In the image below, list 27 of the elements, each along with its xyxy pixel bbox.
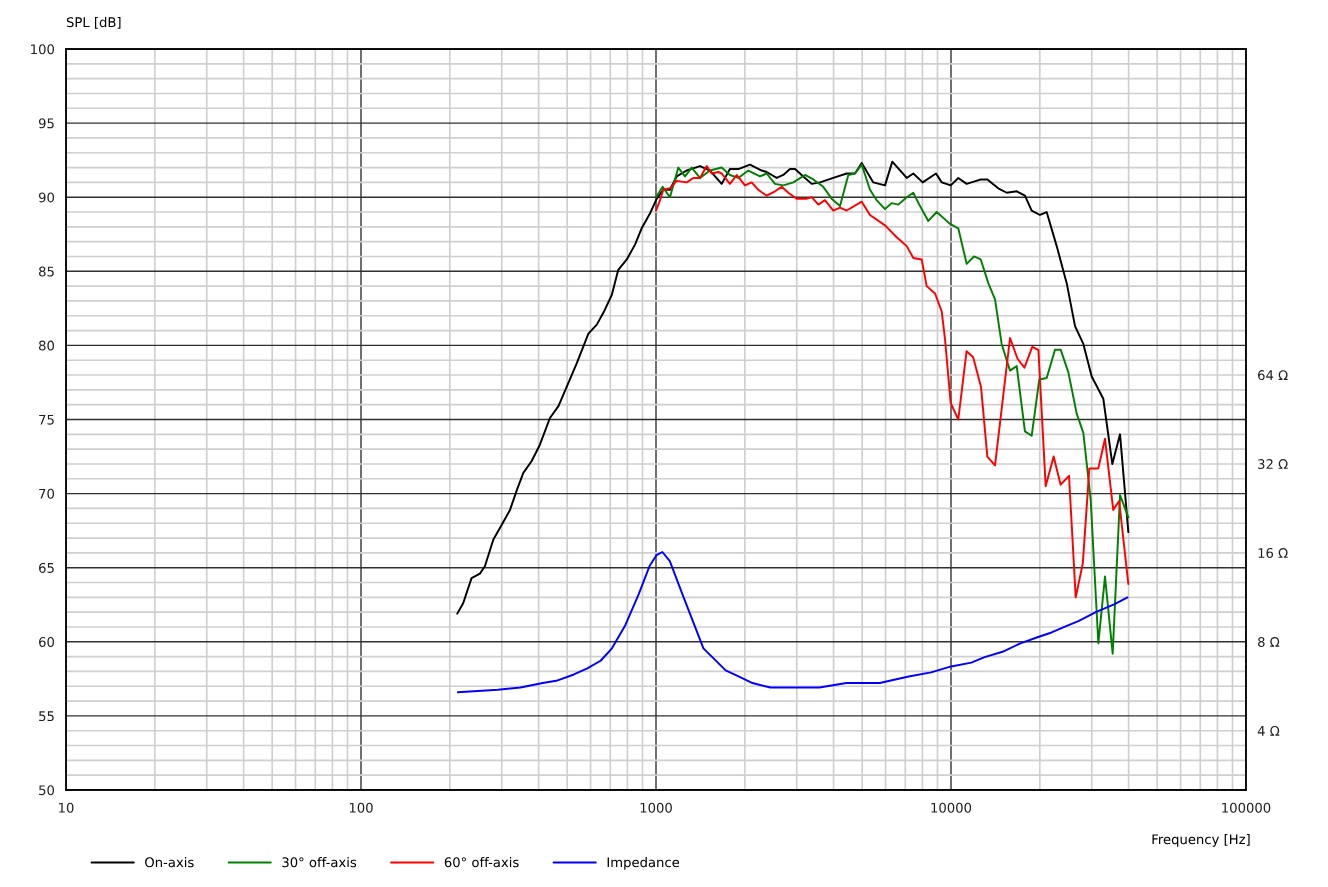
y2-tick-label: 65 bbox=[39, 562, 54, 573]
y-tick-label: 16 Ω bbox=[1258, 548, 1288, 558]
y2-tick-label: 95 bbox=[38, 118, 54, 129]
x-tick-label: 1000 bbox=[640, 802, 672, 813]
y-tick-label: 64 Ω bbox=[1258, 370, 1288, 381]
legend-label: On-axis bbox=[145, 857, 194, 868]
y2-tick-label: 80 bbox=[38, 340, 55, 351]
y2-tick-label: 60 bbox=[39, 637, 55, 647]
y2-axis-title: SPL [dB] bbox=[66, 16, 121, 29]
y2-tick-label: 75 bbox=[39, 414, 54, 425]
y-tick-label: 4 Ω bbox=[1257, 725, 1280, 736]
y2-tick-label: 90 bbox=[38, 192, 55, 203]
y-tick-label: 32 Ω bbox=[1258, 459, 1288, 470]
x-axis-title: Frequency [Hz] bbox=[1152, 834, 1250, 847]
y2-tick-label: 70 bbox=[39, 488, 55, 499]
y2-tick-label: 85 bbox=[38, 266, 54, 277]
y2-tick-label: 100 bbox=[31, 44, 55, 55]
y-tick-label: 8 Ω bbox=[1258, 636, 1280, 647]
y2-tick-label: 50 bbox=[39, 785, 55, 796]
x-tick-label: 10 bbox=[59, 802, 74, 813]
x-tick-label: 100 bbox=[349, 802, 373, 813]
legend-label: 30° off-axis bbox=[282, 857, 357, 868]
x-tick-label: 10000 bbox=[931, 802, 972, 813]
y2-tick-label: 55 bbox=[39, 711, 54, 722]
x-tick-label: 100000 bbox=[1222, 802, 1271, 813]
legend-label: Impedance bbox=[607, 857, 680, 870]
legend-label: 60° off-axis bbox=[444, 857, 519, 868]
